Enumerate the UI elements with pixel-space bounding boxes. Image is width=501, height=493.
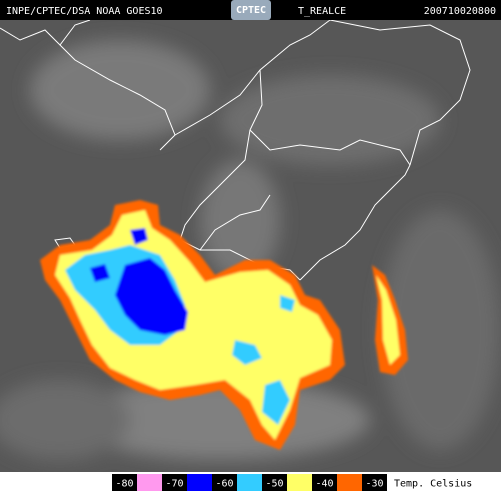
legend-label: -40 [315, 479, 333, 490]
legend-label-box [312, 474, 337, 491]
legend-label-box [262, 474, 287, 491]
header-product: T_REALCE [298, 6, 346, 17]
legend-swatch [287, 474, 312, 491]
legend-label: -80 [115, 479, 133, 490]
legend-label-box [162, 474, 187, 491]
legend-swatch [187, 474, 212, 491]
legend-swatch [137, 474, 162, 491]
legend-swatch [337, 474, 362, 491]
logo-box [231, 0, 271, 20]
legend-label-box [212, 474, 237, 491]
cold-cloud-tops [40, 200, 408, 450]
legend: -80 -70 -60 -50 -40 -30 Temp. Celsius [112, 474, 472, 491]
legend-label: -50 [265, 479, 283, 490]
header-timestamp: 200710020800 [424, 6, 496, 17]
legend-unit: Temp. Celsius [394, 479, 472, 490]
legend-label: -70 [165, 479, 183, 490]
legend-swatch [237, 474, 262, 491]
legend-label-box [112, 474, 137, 491]
header-source: INPE/CPTEC/DSA NOAA GOES10 [6, 6, 163, 17]
legend-label: -60 [215, 479, 233, 490]
header-logo: CPTEC [236, 5, 266, 16]
legend-label-box [362, 474, 387, 491]
legend-label: -30 [365, 479, 383, 490]
